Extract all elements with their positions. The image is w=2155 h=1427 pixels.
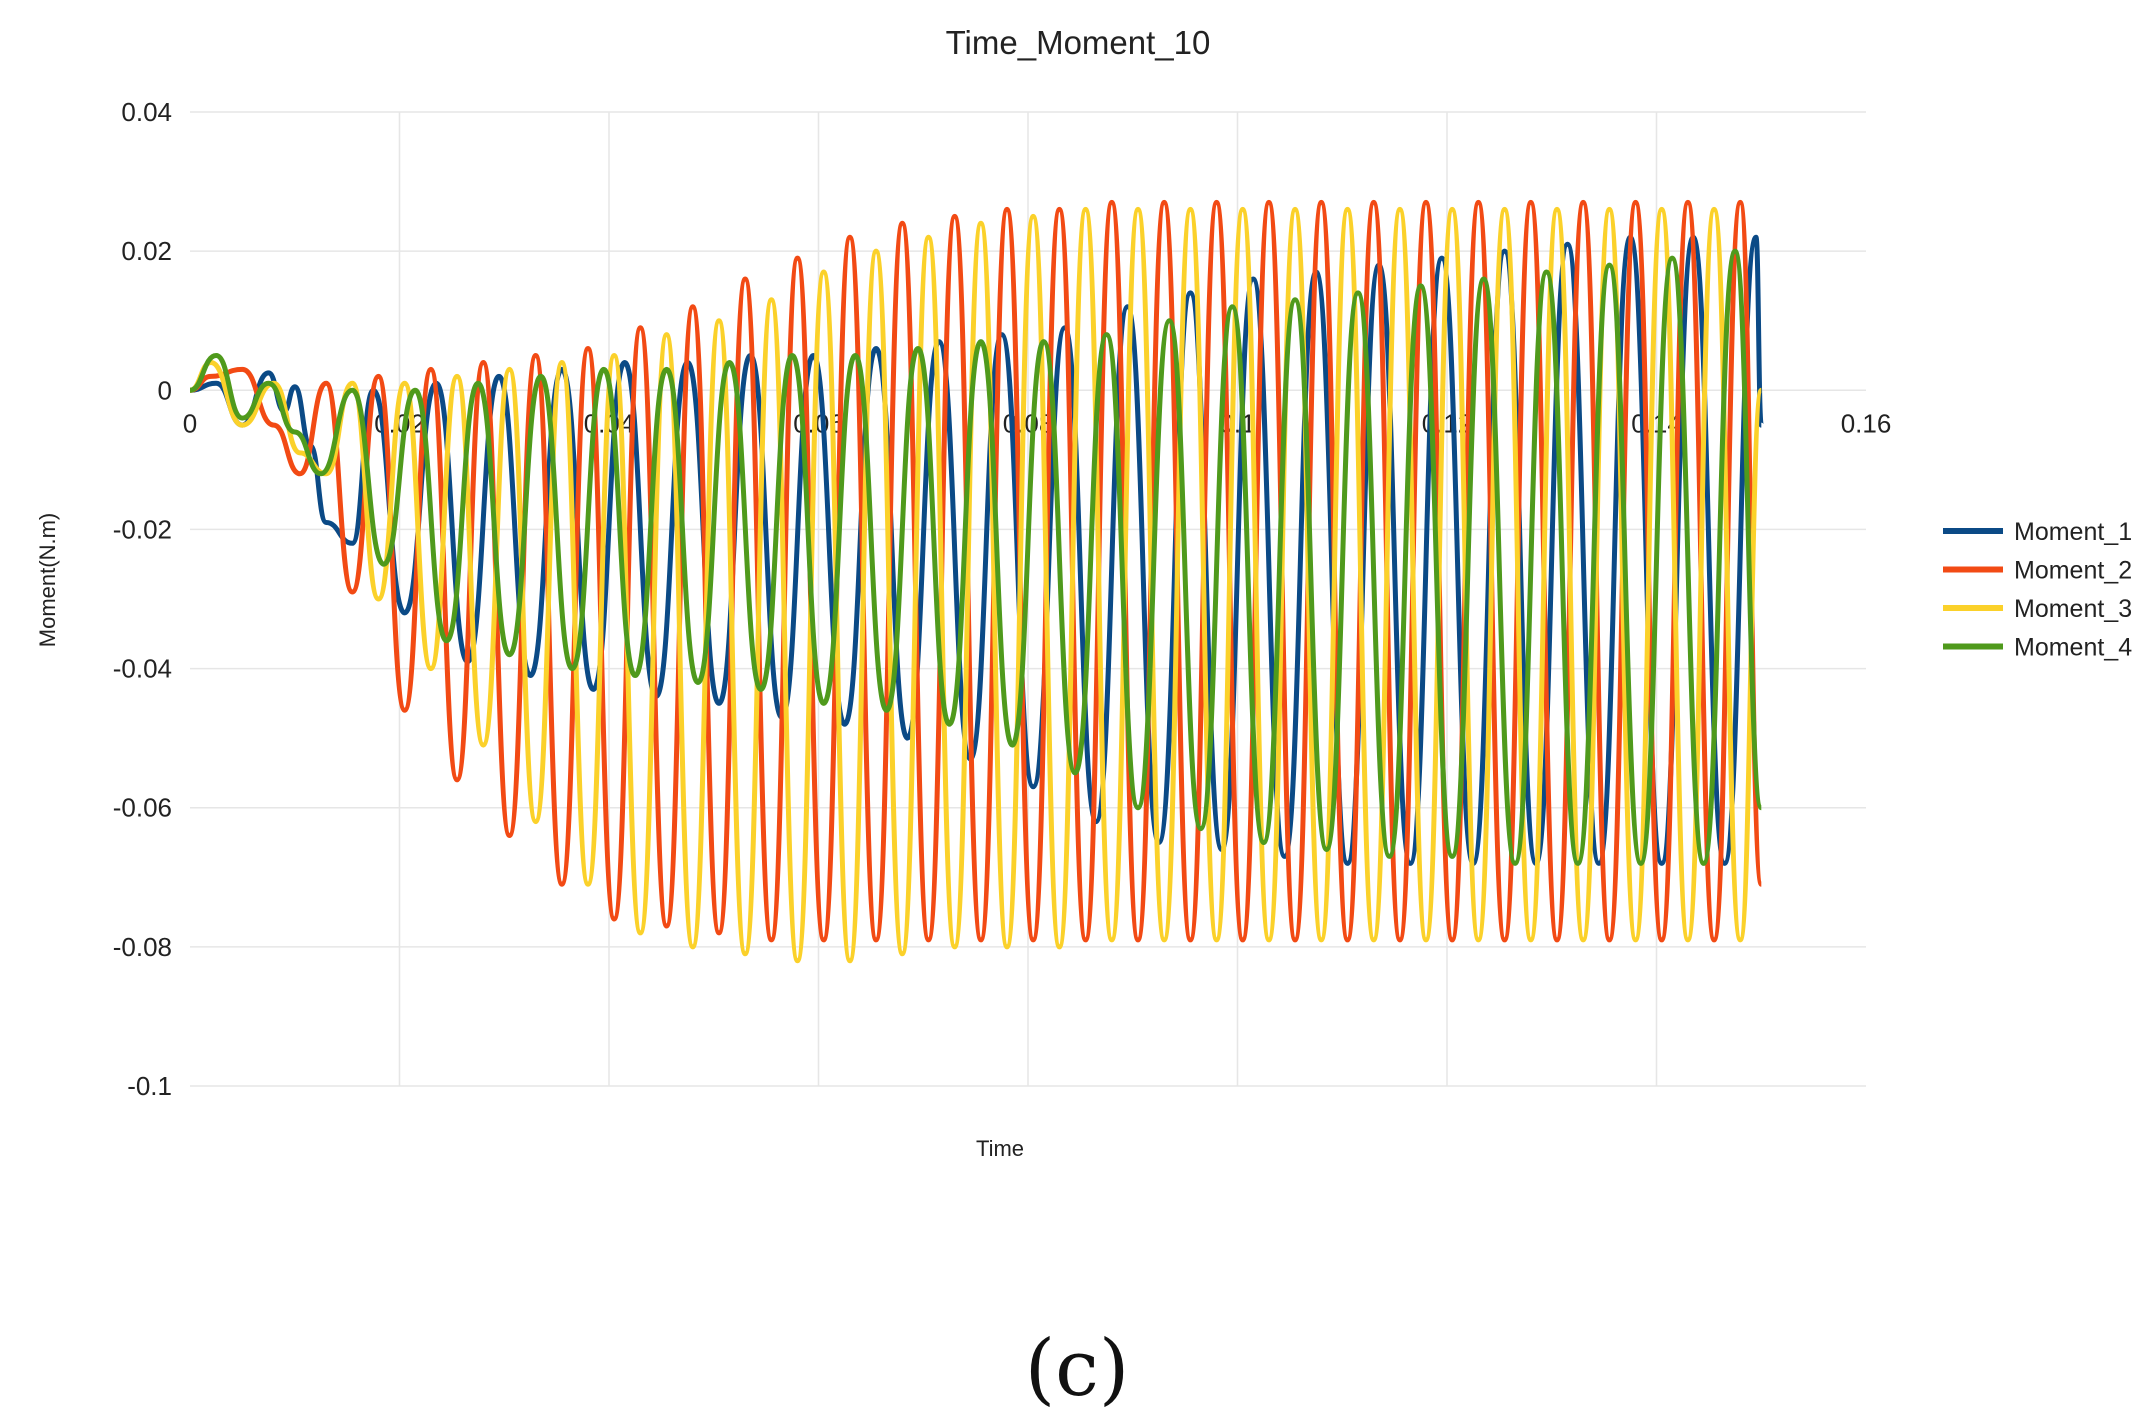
y-tick-label: 0 [158, 375, 172, 405]
legend-label: Moment_4 [2014, 634, 2132, 662]
legend: Moment_1 Moment_2 Moment_3 Moment_4 [1943, 518, 2132, 662]
legend-label: Moment_2 [2014, 557, 2132, 585]
y-tick-label: -0.06 [113, 793, 172, 823]
y-tick-labels: 0.04 0.02 0 -0.02 -0.04 -0.06 -0.08 -0.1 [113, 97, 172, 1101]
x-tick-label: 0.16 [1841, 408, 1892, 438]
figure-caption: (c) [1025, 1324, 1130, 1414]
series-lines [189, 199, 1764, 964]
x-axis-label: Time [976, 1136, 1024, 1161]
y-tick-label: -0.02 [113, 514, 172, 544]
legend-label: Moment_1 [2014, 518, 2132, 546]
series-line-moment-3 [189, 206, 1764, 964]
y-tick-label: -0.04 [113, 654, 172, 684]
y-tick-label: -0.08 [113, 932, 172, 962]
chart-title: Time_Moment_10 [946, 24, 1211, 61]
y-tick-label: -0.1 [127, 1071, 172, 1101]
series-line-moment-4 [189, 248, 1764, 866]
y-axis-label: Moment(N.m) [35, 513, 60, 647]
y-tick-label: 0.04 [121, 97, 172, 127]
y-tick-label: 0.02 [121, 236, 172, 266]
series-line-moment-1 [189, 234, 1764, 866]
legend-label: Moment_3 [2014, 595, 2132, 623]
x-tick-label: 0 [183, 408, 197, 438]
series-line-moment-2 [189, 199, 1764, 943]
